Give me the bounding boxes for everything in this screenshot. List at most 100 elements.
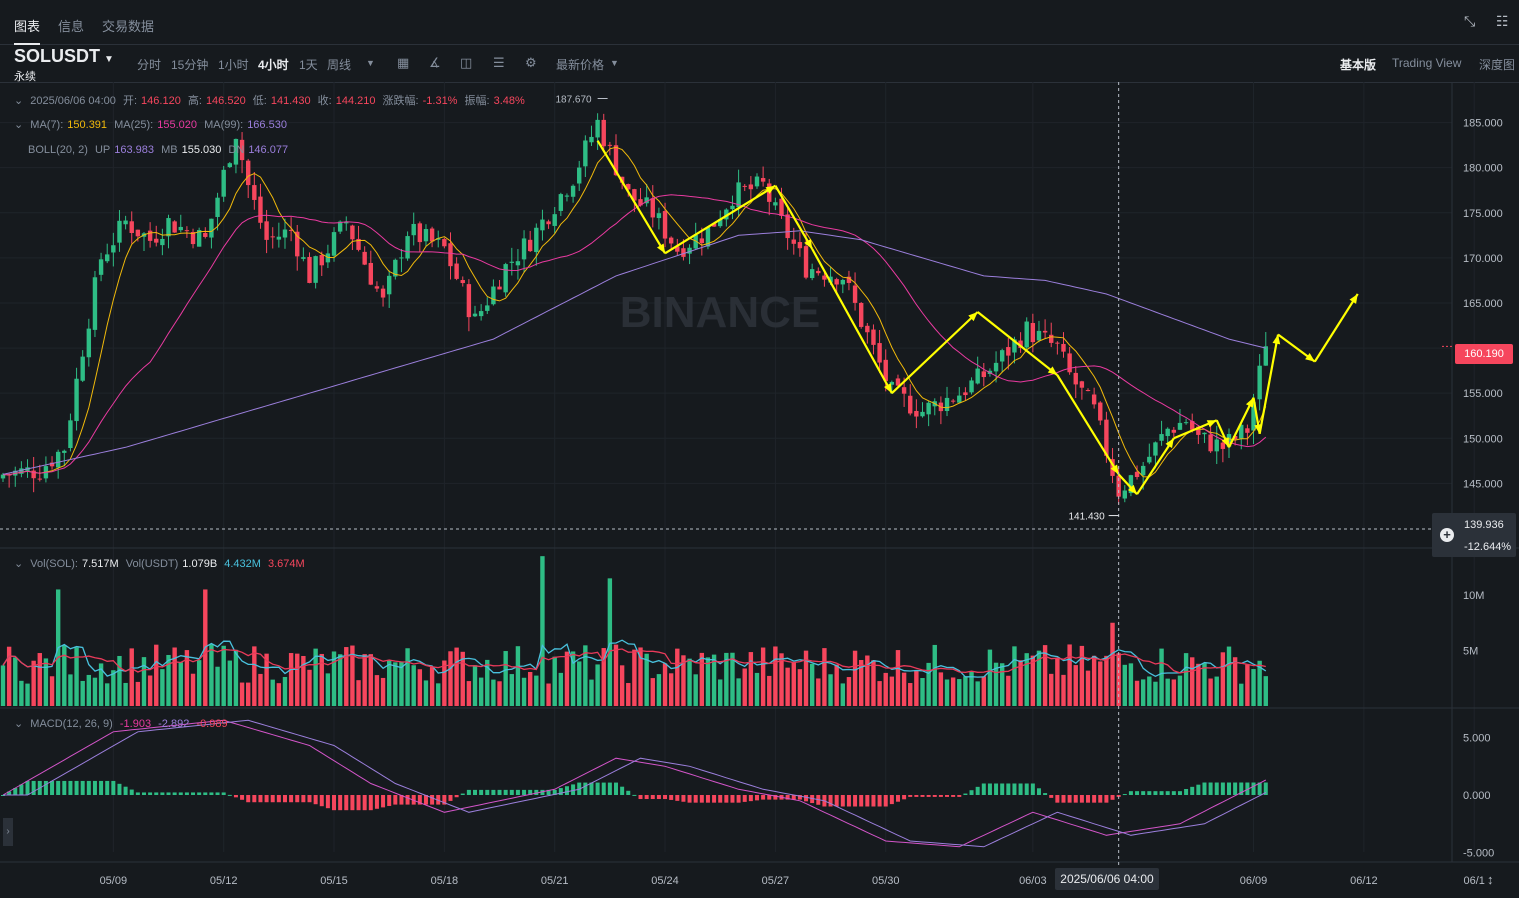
- candle-body: [1159, 434, 1164, 441]
- collapse-chevron-icon[interactable]: ⌄: [14, 95, 24, 107]
- macd-histogram-bar: [221, 792, 226, 795]
- volume-bar: [417, 669, 423, 706]
- macd-histogram-bar: [172, 792, 177, 795]
- axis-fit-icon[interactable]: ↕: [1487, 872, 1494, 887]
- volume-bar: [552, 656, 557, 706]
- price-chart[interactable]: BINANCE 185.000 180.000 175.000 170.000 165.…: [0, 82, 1519, 898]
- volume-bar: [172, 647, 177, 706]
- candle-body: [693, 234, 698, 249]
- tf-1h[interactable]: 1小时: [218, 58, 249, 72]
- volume-bar: [675, 648, 680, 706]
- indicators-icon[interactable]: ☰: [493, 55, 505, 70]
- add-alert-icon[interactable]: +: [1440, 528, 1454, 542]
- draw-tools-icon[interactable]: ∡: [429, 55, 441, 70]
- high-value: 146.520: [205, 95, 246, 107]
- volume-bar: [754, 672, 760, 706]
- view-basic[interactable]: 基本版: [1340, 58, 1377, 72]
- macd-histogram-bar: [1128, 791, 1133, 795]
- volume-bar: [748, 652, 754, 706]
- symbol-name[interactable]: SOLUSDT: [14, 46, 101, 66]
- tf-4h[interactable]: 4小时: [258, 58, 289, 72]
- tf-15m[interactable]: 15分钟: [171, 58, 209, 72]
- candle-body: [1055, 342, 1060, 344]
- volume-bar: [914, 670, 919, 706]
- symbol-dropdown-icon[interactable]: ▼: [104, 54, 114, 65]
- volume-bar: [883, 672, 888, 706]
- candle-body: [1012, 339, 1017, 353]
- trend-arrow-segment: [1258, 334, 1280, 434]
- candle-body: [19, 468, 24, 474]
- candle-body: [172, 221, 177, 233]
- macd-histogram-bar: [1024, 783, 1029, 795]
- macd-histogram-bar: [1073, 795, 1078, 803]
- fullscreen-icon[interactable]: ⤡: [1464, 13, 1476, 29]
- tf-tick[interactable]: 分时: [137, 58, 162, 72]
- macd-tick-label: 0.000: [1463, 790, 1491, 802]
- settings-gear-icon[interactable]: ⚙: [525, 55, 537, 70]
- candle-body: [166, 218, 171, 237]
- volume-bar: [31, 660, 36, 706]
- view-depth[interactable]: 深度图: [1479, 58, 1516, 72]
- macd-histogram-bar: [1153, 791, 1158, 795]
- trend-arrow-head: [1272, 334, 1281, 345]
- macd-histogram-bar: [589, 782, 594, 795]
- macd-histogram-bar: [356, 795, 361, 811]
- trend-arrow-head: [1165, 438, 1174, 449]
- view-tradingview[interactable]: Trading View: [1392, 56, 1462, 70]
- price-type-select[interactable]: 最新价格: [556, 58, 605, 72]
- macd-histogram-bar: [528, 789, 533, 795]
- candle-body: [1140, 465, 1146, 476]
- volume-bar: [999, 663, 1005, 706]
- tf-1w[interactable]: 周线: [327, 58, 352, 72]
- expand-side-icon[interactable]: ›: [3, 818, 13, 846]
- vol-sol-value: 7.517M: [81, 558, 119, 570]
- macd-tick-label: 5.000: [1463, 733, 1491, 745]
- macd-histogram-bar: [975, 786, 980, 795]
- candle-body: [895, 378, 901, 386]
- volume-bar: [325, 673, 331, 706]
- tab-info[interactable]: 信息: [58, 19, 85, 34]
- volume-bar: [1202, 663, 1207, 706]
- candle-body: [1079, 381, 1085, 388]
- macd-dea-line: [3, 719, 1267, 848]
- price-tick-label: 185.000: [1463, 118, 1503, 130]
- volume-bar: [650, 678, 655, 706]
- chart-type-icon[interactable]: ◫: [460, 55, 473, 70]
- macd-histogram-bar: [1092, 795, 1097, 803]
- candle-body: [822, 275, 827, 280]
- price-type-chevron-icon[interactable]: ▼: [610, 58, 619, 68]
- time-tick-label: 05/27: [762, 875, 790, 887]
- candle-body: [423, 229, 429, 242]
- volume-bar: [105, 683, 110, 706]
- volume-bar: [859, 660, 864, 706]
- volume-bar: [337, 654, 343, 706]
- more-timeframes-icon[interactable]: ▼: [366, 58, 375, 68]
- macd-histogram-bar: [1202, 782, 1207, 795]
- candle-body: [889, 381, 895, 385]
- calendar-icon[interactable]: ▦: [397, 55, 410, 70]
- candle-body: [1183, 422, 1189, 424]
- candle-body: [570, 185, 576, 197]
- macd-histogram-bar: [1196, 784, 1201, 795]
- macd-histogram-bar: [344, 795, 349, 811]
- candle-body: [282, 229, 288, 238]
- volume-bar: [834, 664, 839, 706]
- tab-chart[interactable]: 图表: [14, 16, 41, 45]
- layout-grid-icon[interactable]: ☷: [1496, 13, 1509, 29]
- candle-body: [711, 223, 717, 227]
- close-value: 144.210: [335, 95, 376, 107]
- volume-bar: [454, 647, 459, 706]
- volume-bar: [1171, 679, 1177, 706]
- tf-1d[interactable]: 1天: [299, 58, 318, 72]
- candle-body: [963, 392, 968, 396]
- candle-body: [1018, 340, 1023, 348]
- candle-body: [239, 139, 245, 161]
- candle-body: [344, 222, 349, 224]
- vol-usdt-label: Vol(USDT): [125, 558, 179, 570]
- volume-bar: [423, 680, 429, 706]
- trend-arrow-head: [1221, 437, 1229, 448]
- candle-body: [80, 356, 85, 381]
- macd-histogram-bar: [105, 780, 110, 795]
- macd-histogram-bar: [1177, 791, 1182, 795]
- tab-trading-data[interactable]: 交易数据: [102, 19, 155, 34]
